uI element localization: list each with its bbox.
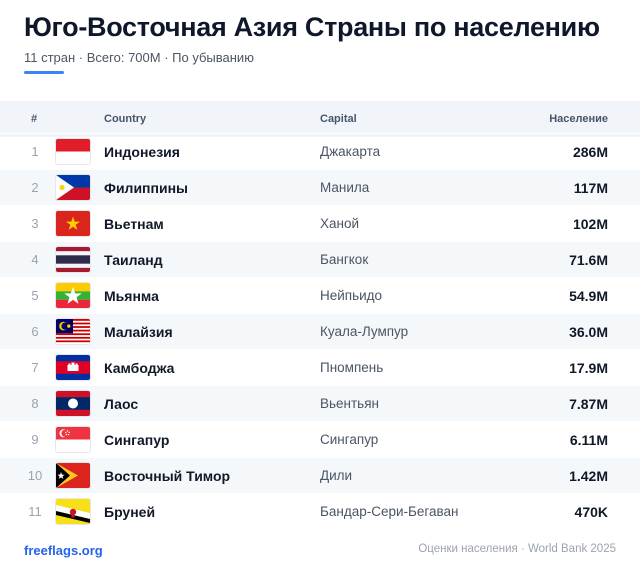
page-subtitle: 11 стран · Всего: 700M · По убыванию bbox=[24, 50, 254, 65]
country-name: Мьянма bbox=[104, 288, 159, 304]
column-header-population: Население bbox=[549, 113, 608, 125]
population-value: 286M bbox=[572, 144, 608, 160]
capital-name: Пномпень bbox=[320, 360, 384, 375]
table-row: 10 Восточный Тимор Дили 1.42M bbox=[0, 457, 640, 493]
table-header: # Country Capital Население bbox=[0, 101, 640, 137]
column-header-number: # bbox=[31, 113, 38, 125]
page-title: Юго-Восточная Азия Страны по населению bbox=[24, 12, 600, 42]
country-name: Вьетнам bbox=[104, 216, 164, 232]
population-value: 1.42M bbox=[569, 468, 608, 484]
row-rank: 6 bbox=[31, 324, 39, 339]
capital-name: Бандар-Сери-Бегаван bbox=[320, 504, 459, 519]
table-row: 9 Сингапур Сингапур 6.11M bbox=[0, 421, 640, 457]
capital-name: Куала-Лумпур bbox=[320, 324, 409, 339]
population-value: 7.87M bbox=[569, 396, 608, 412]
capital-name: Дили bbox=[320, 468, 353, 483]
row-rank: 11 bbox=[28, 504, 42, 519]
population-value: 6.11M bbox=[569, 432, 608, 448]
row-rank: 8 bbox=[31, 396, 39, 411]
capital-name: Джакарта bbox=[320, 144, 381, 159]
row-rank: 4 bbox=[31, 252, 39, 267]
table-row: 11 Бруней Бандар-Сери-Бегаван 470K bbox=[0, 493, 640, 529]
row-rank: 1 bbox=[31, 144, 39, 159]
row-rank: 10 bbox=[27, 468, 43, 483]
flag-indonesia-icon bbox=[56, 139, 90, 164]
table-row: 2 Филиппины Манила 117M bbox=[0, 169, 640, 205]
population-value: 17.9M bbox=[569, 360, 608, 376]
country-name: Таиланд bbox=[104, 252, 163, 268]
capital-name: Вьентьян bbox=[320, 396, 379, 411]
population-value: 36.0M bbox=[569, 324, 608, 340]
population-value: 102M bbox=[572, 216, 608, 232]
row-rank: 3 bbox=[31, 216, 39, 231]
row-rank: 5 bbox=[31, 288, 39, 303]
flag-singapore-icon bbox=[56, 427, 90, 452]
capital-name: Бангкок bbox=[320, 252, 369, 267]
capital-name: Ханой bbox=[320, 216, 360, 231]
country-name: Камбоджа bbox=[104, 360, 175, 376]
table-row: 7 Камбоджа Пномпень 17.9M bbox=[0, 349, 640, 385]
flag-malaysia-icon bbox=[56, 319, 90, 344]
population-value: 470K bbox=[574, 504, 608, 520]
footer-note: Оценки населения · World Bank 2025 bbox=[418, 543, 616, 555]
flag-myanmar-icon bbox=[56, 283, 90, 308]
population-value: 117M bbox=[573, 180, 608, 196]
table-row: 5 Мьянма Нейпьидо 54.9M bbox=[0, 277, 640, 313]
column-header-country: Country bbox=[104, 113, 147, 125]
row-rank: 9 bbox=[31, 432, 39, 447]
population-value: 54.9M bbox=[569, 288, 608, 304]
country-name: Индонезия bbox=[104, 144, 180, 160]
capital-name: Манила bbox=[320, 180, 370, 195]
country-name: Малайзия bbox=[104, 324, 173, 340]
country-name: Восточный Тимор bbox=[104, 468, 231, 484]
table-row: 4 Таиланд Бангкок 71.6M bbox=[0, 241, 640, 277]
flag-thailand-icon bbox=[56, 247, 90, 272]
country-name: Лаос bbox=[104, 396, 139, 412]
flag-philippines-icon bbox=[56, 175, 90, 200]
table-row: 8 Лаос Вьентьян 7.87M bbox=[0, 385, 640, 421]
flag-vietnam-icon bbox=[56, 211, 90, 236]
country-table-body: 1 Индонезия Джакарта 286M 2 Филиппины Ма… bbox=[0, 133, 640, 529]
row-rank: 2 bbox=[31, 180, 39, 195]
capital-name: Нейпьидо bbox=[320, 288, 383, 303]
flag-cambodia-icon bbox=[56, 355, 90, 380]
flag-laos-icon bbox=[56, 391, 90, 416]
column-header-capital: Capital bbox=[320, 113, 357, 125]
population-value: 71.6M bbox=[569, 252, 608, 268]
capital-name: Сингапур bbox=[320, 432, 379, 447]
flag-timor-leste-icon bbox=[56, 463, 90, 488]
flag-brunei-icon bbox=[56, 499, 90, 524]
row-rank: 7 bbox=[31, 360, 39, 375]
table-row: 6 Малайзия Куала-Лумпур 36.0M bbox=[0, 313, 640, 349]
table-row: 3 Вьетнам Ханой 102M bbox=[0, 205, 640, 241]
country-name: Бруней bbox=[104, 504, 156, 520]
country-name: Филиппины bbox=[104, 180, 188, 196]
footer-source-link[interactable]: freeflags.org bbox=[24, 543, 103, 558]
title-accent-bar bbox=[24, 71, 64, 74]
country-name: Сингапур bbox=[104, 432, 170, 448]
table-row: 1 Индонезия Джакарта 286M bbox=[0, 133, 640, 169]
